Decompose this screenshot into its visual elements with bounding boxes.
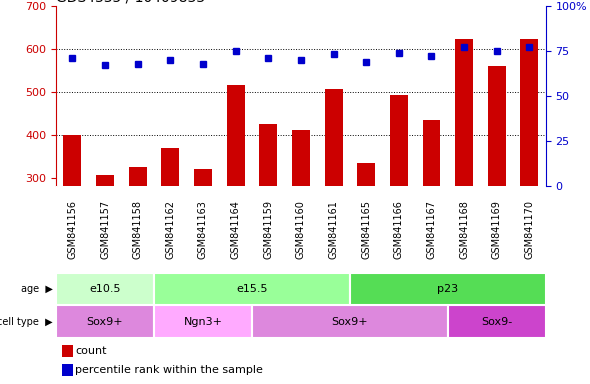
Bar <box>129 167 147 306</box>
Text: GSM841162: GSM841162 <box>165 200 175 259</box>
Text: GSM841163: GSM841163 <box>198 200 208 259</box>
Text: count: count <box>75 346 106 356</box>
Bar <box>56 305 154 338</box>
Text: p23: p23 <box>437 284 458 294</box>
Text: GSM841160: GSM841160 <box>296 200 306 259</box>
Text: Sox9+: Sox9+ <box>332 316 368 327</box>
Text: GSM841158: GSM841158 <box>133 200 143 259</box>
Bar <box>161 149 179 306</box>
Text: GSM841169: GSM841169 <box>492 200 502 259</box>
Text: GSM841168: GSM841168 <box>459 200 469 259</box>
Text: cell type  ▶: cell type ▶ <box>0 316 53 327</box>
Text: Ngn3+: Ngn3+ <box>183 316 222 327</box>
Bar <box>488 66 506 306</box>
Bar <box>292 131 310 306</box>
Text: GSM841164: GSM841164 <box>231 200 241 259</box>
Bar <box>194 169 212 306</box>
Text: GSM841165: GSM841165 <box>361 200 371 259</box>
Bar <box>448 305 546 338</box>
Bar <box>422 120 441 306</box>
Text: GSM841159: GSM841159 <box>263 200 273 259</box>
Text: GDS4335 / 10409833: GDS4335 / 10409833 <box>56 0 205 5</box>
Bar <box>154 305 252 338</box>
Text: GSM841167: GSM841167 <box>427 200 437 259</box>
Bar <box>63 135 81 306</box>
Bar <box>455 39 473 306</box>
Bar <box>252 305 448 338</box>
Bar <box>357 162 375 306</box>
Text: age  ▶: age ▶ <box>21 284 53 294</box>
Bar <box>227 85 245 306</box>
Text: Sox9-: Sox9- <box>481 316 512 327</box>
Bar <box>520 39 539 306</box>
Bar <box>56 273 154 305</box>
Text: GSM841156: GSM841156 <box>67 200 77 259</box>
Text: percentile rank within the sample: percentile rank within the sample <box>75 365 263 375</box>
Text: e10.5: e10.5 <box>89 284 121 294</box>
Text: e15.5: e15.5 <box>236 284 268 294</box>
Bar <box>350 273 546 305</box>
Bar <box>154 273 350 305</box>
Text: GSM841161: GSM841161 <box>329 200 339 259</box>
Text: GSM841157: GSM841157 <box>100 200 110 259</box>
Bar <box>96 175 114 306</box>
Bar <box>259 124 277 306</box>
Bar <box>390 95 408 306</box>
Bar <box>324 89 343 306</box>
Text: GSM841170: GSM841170 <box>525 200 535 259</box>
Text: Sox9+: Sox9+ <box>87 316 123 327</box>
Text: GSM841166: GSM841166 <box>394 200 404 259</box>
